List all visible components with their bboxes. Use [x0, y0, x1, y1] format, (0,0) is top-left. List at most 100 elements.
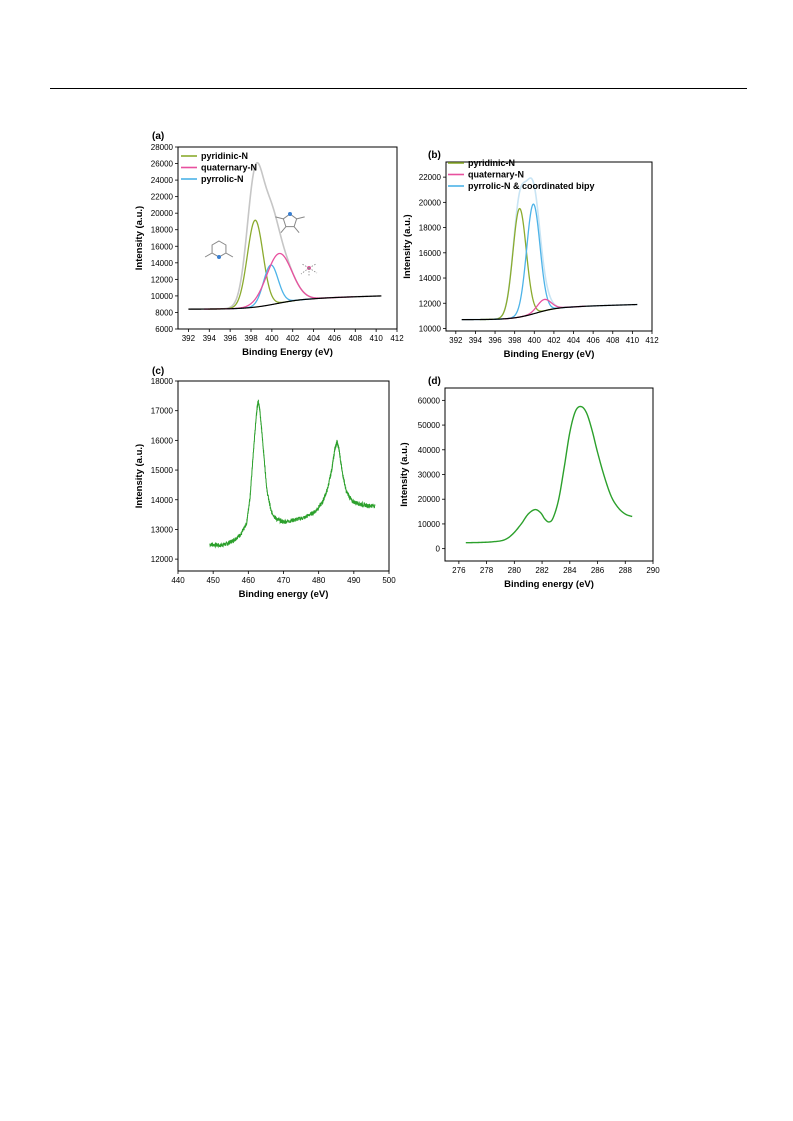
component-line-0 [208, 219, 302, 310]
y-tick-label: 14000 [151, 496, 174, 505]
x-tick-label: 480 [312, 576, 326, 585]
x-tick-label: 404 [307, 334, 321, 343]
y-tick-label: 10000 [418, 520, 441, 529]
quaternary-bond [300, 267, 310, 275]
panel-label: (c) [152, 366, 164, 377]
pyridine-nitrogen-atom [217, 255, 221, 259]
x-tick-label: 398 [508, 336, 522, 345]
x-axis-title: Binding energy (eV) [239, 589, 329, 600]
x-tick-label: 412 [645, 336, 659, 345]
y-tick-label: 14000 [419, 274, 442, 283]
panel-label: (d) [428, 376, 441, 387]
x-axis-title: Binding Energy (eV) [504, 349, 595, 360]
y-tick-label: 0 [436, 545, 441, 554]
x-tick-label: 402 [547, 336, 561, 345]
pyrrole-ring [282, 213, 298, 228]
pyridine-ring [211, 240, 227, 258]
plot-frame [177, 380, 390, 572]
y-tick-label: 18000 [151, 226, 174, 235]
series-line [209, 399, 376, 549]
quaternary-bond [301, 263, 310, 269]
y-tick-label: 12000 [151, 275, 174, 284]
y-tick-label: 20000 [419, 198, 442, 207]
x-tick-label: 396 [223, 334, 237, 343]
y-tick-label: 16000 [151, 436, 174, 445]
y-tick-label: 16000 [151, 242, 174, 251]
legend-label-1: quaternary-N [468, 170, 524, 180]
x-tick-label: 440 [171, 576, 185, 585]
x-tick-label: 396 [488, 336, 502, 345]
y-tick-label: 8000 [155, 308, 173, 317]
y-tick-label: 15000 [151, 466, 174, 475]
y-tick-label: 18000 [151, 377, 174, 386]
x-tick-label: 490 [347, 576, 361, 585]
y-tick-label: 26000 [151, 160, 174, 169]
x-tick-label: 470 [277, 576, 291, 585]
y-tick-label: 20000 [418, 495, 441, 504]
y-tick-label: 6000 [155, 325, 173, 334]
x-tick-label: 278 [480, 566, 494, 575]
y-tick-label: 24000 [151, 176, 174, 185]
x-tick-label: 282 [535, 566, 549, 575]
plot-frame [444, 387, 654, 562]
quaternary-bond [308, 263, 317, 269]
x-tick-label: 410 [369, 334, 383, 343]
y-tick-label: 20000 [151, 209, 174, 218]
x-tick-label: 280 [508, 566, 522, 575]
x-tick-label: 402 [286, 334, 300, 343]
x-tick-label: 500 [382, 576, 396, 585]
x-tick-label: 394 [203, 334, 217, 343]
legend-label-0: pyridinic-N [201, 151, 248, 161]
x-tick-label: 290 [646, 566, 660, 575]
y-tick-label: 22000 [151, 193, 174, 202]
x-tick-label: 284 [563, 566, 577, 575]
x-tick-label: 406 [586, 336, 600, 345]
background-line [188, 295, 382, 310]
pyrrole-nitrogen-atom [288, 212, 292, 216]
y-tick-label: 12000 [419, 299, 442, 308]
pyridine-bond [225, 252, 234, 258]
x-tick-label: 410 [626, 336, 640, 345]
y-tick-label: 18000 [419, 224, 442, 233]
plot-frame [177, 146, 398, 330]
legend-label-1: quaternary-N [201, 163, 257, 173]
x-tick-label: 400 [528, 336, 542, 345]
x-axis-title: Binding Energy (eV) [242, 347, 333, 358]
x-tick-label: 392 [182, 334, 196, 343]
pyrrole-bond [296, 216, 305, 220]
series-line [465, 405, 633, 544]
background-line [461, 303, 638, 321]
y-axis-title: Intensity (a.u.) [399, 442, 410, 506]
x-tick-label: 276 [452, 566, 466, 575]
quaternary-nitrogen-structure-icon [300, 263, 318, 276]
x-tick-label: 404 [567, 336, 581, 345]
x-tick-label: 412 [390, 334, 404, 343]
chart-panel-b: (b) 392 394 396 398 400 402 404 406 408 410 412 1000… [402, 150, 659, 360]
chart-panel-a: (a) 392 394 396 398 400 402 404 406 408 410 412 6000… [134, 131, 404, 358]
y-tick-label: 16000 [419, 249, 442, 258]
x-tick-label: 288 [619, 566, 633, 575]
panel-label: (b) [428, 150, 441, 161]
x-tick-label: 398 [244, 334, 258, 343]
x-tick-label: 450 [206, 576, 220, 585]
y-axis-title: Intensity (a.u.) [134, 206, 145, 270]
chart-panel-c: (c) 440 450 460 470 480 490 500 12000 13000 14000 1… [134, 366, 396, 600]
y-tick-label: 40000 [418, 446, 441, 455]
y-tick-label: 22000 [419, 173, 442, 182]
legend-label-2: pyrrolic-N [201, 174, 244, 184]
pyridine-structure-icon [204, 240, 234, 259]
x-tick-label: 392 [449, 336, 463, 345]
y-tick-label: 10000 [151, 292, 174, 301]
y-axis-title: Intensity (a.u.) [402, 214, 413, 278]
legend-label-0: pyridinic-N [468, 158, 515, 168]
x-tick-label: 286 [591, 566, 605, 575]
header-rule [50, 88, 747, 89]
x-tick-label: 406 [328, 334, 342, 343]
y-tick-label: 50000 [418, 421, 441, 430]
panel-label: (a) [152, 131, 164, 142]
y-tick-label: 14000 [151, 259, 174, 268]
y-tick-label: 13000 [151, 525, 174, 534]
x-tick-label: 408 [349, 334, 363, 343]
y-tick-label: 30000 [418, 471, 441, 480]
